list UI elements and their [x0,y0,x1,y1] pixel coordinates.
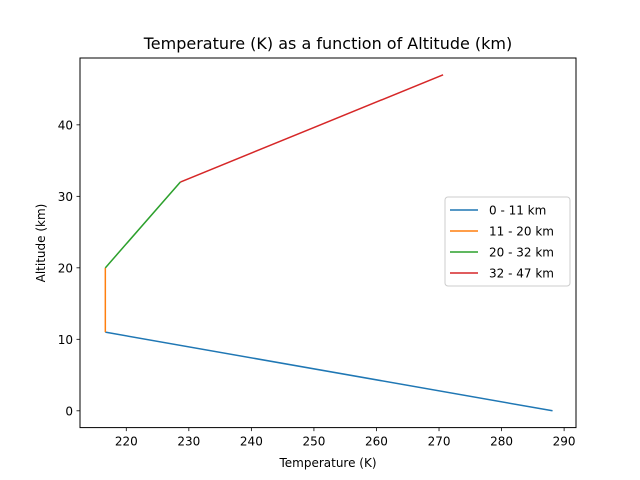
series-layer [104,74,553,412]
y-tick-label: 30 [58,190,73,204]
legend-box [444,196,571,287]
y-tick-label: 0 [65,404,73,418]
legend-label: 32 - 47 km [489,267,554,281]
y-tick-label: 10 [58,333,73,347]
x-axis-label: Temperature (K) [278,456,376,470]
y-tick-label: 20 [58,261,73,275]
legend-label: 11 - 20 km [489,225,554,239]
x-axis: 220 230 240 250 260 270 280 290 [115,427,576,449]
series-line-3 [104,181,181,269]
y-axis-label: Altitude (km) [34,204,48,283]
legend: 0 - 11 km 11 - 20 km 20 - 32 km 32 - 47 km [444,196,571,287]
x-tick-label: 220 [115,435,138,449]
y-tick-label: 40 [58,118,73,132]
x-tick-label: 280 [490,435,513,449]
x-tick-label: 260 [365,435,388,449]
series-line-4 [180,74,444,183]
x-tick-label: 250 [302,435,325,449]
x-tick-label: 290 [553,435,576,449]
legend-label: 20 - 32 km [489,246,554,260]
chart-title: Temperature (K) as a function of Altitud… [143,34,513,53]
x-tick-label: 240 [240,435,263,449]
legend-label: 0 - 11 km [489,204,546,218]
series-line-1 [105,331,553,412]
y-axis: 0 10 20 30 40 [58,118,80,418]
plot-frame [79,57,577,429]
x-tick-label: 230 [177,435,200,449]
x-tick-label: 270 [428,435,451,449]
